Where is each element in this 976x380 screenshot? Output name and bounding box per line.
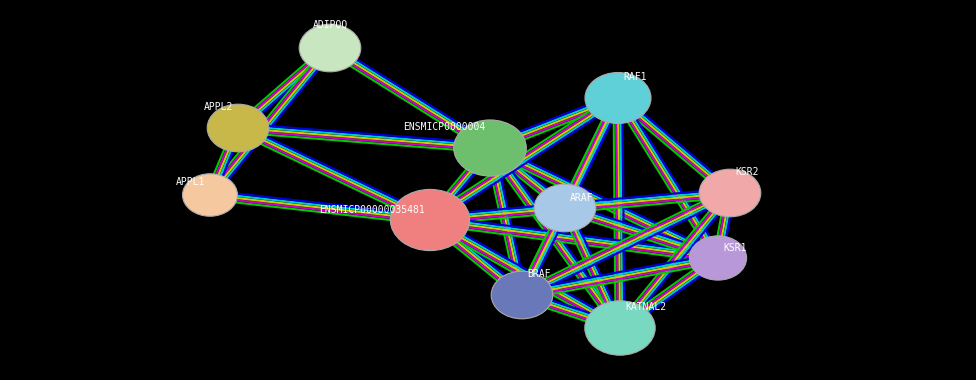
Text: BRAF: BRAF: [527, 269, 550, 279]
Ellipse shape: [534, 184, 595, 232]
Text: ENSMICP00000035481: ENSMICP00000035481: [319, 205, 425, 215]
Ellipse shape: [491, 271, 552, 319]
Ellipse shape: [207, 104, 268, 152]
Text: APPL1: APPL1: [176, 177, 205, 187]
Text: KSR1: KSR1: [723, 243, 747, 253]
Text: ADIPOQ: ADIPOQ: [312, 20, 347, 30]
Ellipse shape: [699, 169, 761, 217]
Text: APPL2: APPL2: [204, 102, 233, 112]
Ellipse shape: [689, 236, 747, 280]
Text: ARAF: ARAF: [570, 193, 593, 203]
Ellipse shape: [585, 73, 651, 124]
Text: KATNAL2: KATNAL2: [625, 302, 667, 312]
Ellipse shape: [183, 174, 237, 216]
Text: ENSMICP0000004: ENSMICP0000004: [403, 122, 485, 132]
Ellipse shape: [300, 24, 361, 72]
Text: RAF1: RAF1: [623, 72, 646, 82]
Ellipse shape: [390, 189, 469, 250]
Ellipse shape: [585, 301, 655, 355]
Ellipse shape: [454, 120, 526, 176]
Text: KSR2: KSR2: [735, 167, 758, 177]
